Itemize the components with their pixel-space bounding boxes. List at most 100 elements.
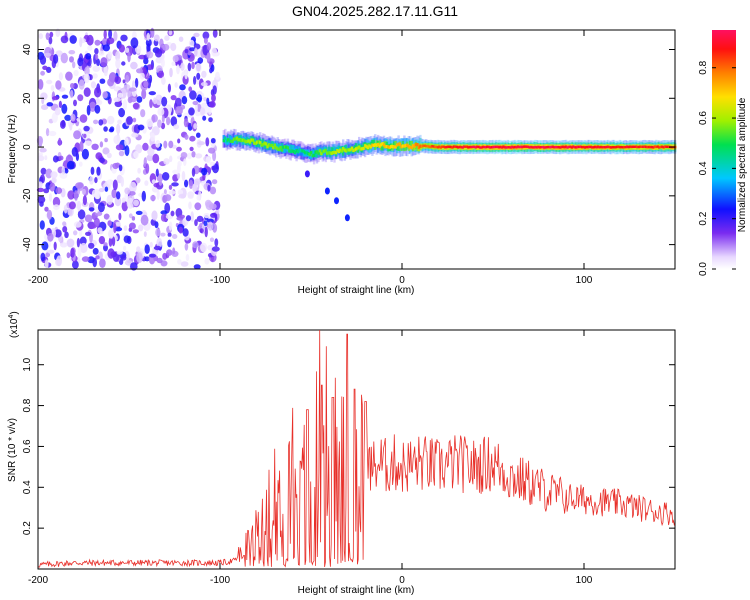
signal-cell	[554, 145, 557, 149]
noise-speckle	[115, 58, 121, 69]
noise-speckle	[95, 255, 100, 260]
noise-speckle	[38, 181, 43, 188]
noise-speckle	[200, 82, 208, 87]
noise-speckle	[156, 237, 163, 249]
signal-cell	[362, 146, 365, 150]
heatmap-x-ticks: -200 -100 0 100	[28, 30, 593, 286]
noise-speckle	[174, 97, 182, 108]
noise-speckle	[128, 222, 136, 230]
signal-cell	[381, 143, 384, 151]
noise-speckle	[89, 101, 97, 113]
noise-speckle	[94, 39, 101, 46]
snr-exponent-power: 4	[8, 315, 15, 319]
noise-speckle	[210, 138, 216, 144]
noise-speckle	[70, 83, 75, 89]
noise-speckle	[202, 115, 207, 121]
noise-speckle	[185, 254, 190, 261]
noise-speckle	[172, 169, 180, 175]
signal-cell	[564, 145, 568, 148]
noise-speckle	[176, 64, 180, 75]
noise-speckle	[118, 164, 123, 172]
noise-speckle	[111, 188, 117, 199]
noise-speckle	[54, 107, 61, 116]
noise-speckle	[152, 153, 160, 164]
noise-speckle	[83, 87, 91, 97]
noise-speckle	[161, 96, 168, 107]
signal-cell	[296, 150, 300, 154]
noise-speckle	[37, 155, 45, 162]
signal-cell	[372, 143, 375, 147]
signal-cell	[315, 150, 319, 158]
noise-speckle	[158, 180, 163, 186]
noise-speckle	[37, 79, 44, 90]
noise-speckle	[107, 220, 112, 227]
signal-cell	[455, 145, 458, 149]
noise-speckle	[67, 190, 75, 200]
noise-speckle	[171, 61, 176, 66]
y-tick-label: 1.0	[22, 357, 33, 371]
noise-speckle	[85, 53, 92, 60]
noise-speckle	[203, 37, 208, 44]
noise-speckle	[44, 52, 52, 57]
noise-speckle	[98, 50, 105, 56]
noise-speckle	[160, 122, 166, 130]
signal-cell	[278, 147, 281, 151]
noise-speckle	[81, 256, 90, 262]
signal-cell	[477, 145, 480, 149]
noise-speckle	[40, 174, 45, 184]
noise-speckle	[92, 65, 101, 72]
snr-series	[37, 329, 675, 568]
noise-speckle	[196, 62, 201, 72]
x-tick-label: 100	[576, 575, 593, 586]
signal-cell	[413, 144, 416, 148]
noise-speckle	[206, 42, 212, 51]
noise-speckle	[212, 223, 218, 233]
signal-cell	[567, 145, 571, 149]
signal-cell	[582, 145, 585, 149]
noise-speckle	[96, 58, 100, 67]
colorbar-label: Normalized spectral amplitude	[737, 97, 748, 232]
noise-speckle	[143, 57, 149, 65]
noise-speckle	[55, 28, 61, 37]
signal-cell	[240, 135, 243, 143]
noise-speckle	[54, 229, 62, 238]
noise-speckle	[46, 209, 53, 220]
noise-speckle	[53, 241, 57, 251]
noise-speckle	[144, 180, 149, 186]
signal-cell	[478, 146, 482, 149]
noise-speckle	[103, 242, 108, 247]
noise-speckle	[59, 242, 68, 248]
signal-cell	[263, 141, 266, 149]
signal-cell	[411, 144, 415, 152]
snr-y-axis-label: SNR (10 * v/v)	[7, 418, 18, 482]
noise-speckle	[39, 55, 47, 65]
signal-cell	[601, 146, 604, 149]
noise-speckle	[84, 66, 90, 76]
noise-speckle	[94, 104, 101, 114]
signal-cell	[337, 145, 341, 153]
signal-cell	[620, 145, 623, 149]
signal-cell	[378, 144, 381, 148]
noise-speckle	[40, 70, 45, 76]
noise-speckle	[49, 31, 54, 38]
noise-speckle	[203, 97, 208, 102]
noise-speckle	[131, 216, 136, 221]
noise-speckle	[104, 138, 108, 143]
signal-cell	[375, 143, 378, 147]
noise-speckle	[126, 197, 134, 209]
signal-cell	[607, 145, 610, 148]
signal-cell	[355, 147, 358, 151]
snr-y-ticks: 0.2 0.4 0.6 0.8 1.0	[22, 357, 675, 535]
signal-cell	[499, 145, 502, 149]
noise-speckle	[104, 186, 109, 192]
noise-speckle	[129, 181, 137, 193]
noise-speckle	[167, 83, 171, 93]
signal-cell	[604, 146, 607, 149]
signal-cell	[224, 136, 227, 144]
noise-speckle	[151, 114, 158, 123]
signal-cell	[467, 146, 470, 149]
noise-speckle	[135, 177, 141, 184]
signal-cell	[224, 136, 227, 140]
signal-cell	[312, 150, 316, 157]
signal-cell	[652, 146, 655, 149]
